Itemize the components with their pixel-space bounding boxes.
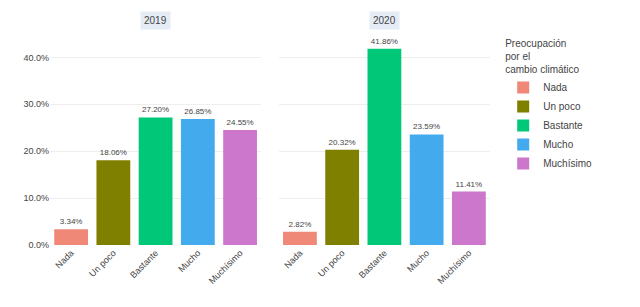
svg-text:24.55%: 24.55%	[227, 118, 254, 127]
svg-text:Mucho: Mucho	[543, 139, 573, 150]
svg-text:Un poco: Un poco	[316, 248, 347, 279]
svg-text:Nada: Nada	[543, 82, 567, 93]
svg-text:Nada: Nada	[53, 248, 75, 270]
svg-text:2020: 2020	[373, 15, 396, 26]
svg-text:20.32%: 20.32%	[329, 138, 356, 147]
svg-text:0.0%: 0.0%	[28, 240, 49, 250]
svg-text:2019: 2019	[144, 15, 167, 26]
svg-text:18.06%: 18.06%	[100, 148, 127, 157]
svg-text:Preocupaciónpor elcambio climá: Preocupaciónpor elcambio climático	[505, 38, 579, 75]
svg-text:10.0%: 10.0%	[23, 193, 49, 203]
svg-text:Muchísimo: Muchísimo	[436, 248, 474, 286]
svg-text:3.34%: 3.34%	[60, 217, 83, 226]
svg-text:Nada: Nada	[282, 248, 304, 270]
svg-text:20.0%: 20.0%	[23, 146, 49, 156]
svg-text:23.59%: 23.59%	[413, 122, 440, 131]
svg-text:Mucho: Mucho	[405, 248, 431, 274]
svg-text:Bastante: Bastante	[128, 248, 160, 280]
svg-text:Muchísimo: Muchísimo	[543, 158, 592, 169]
svg-text:41.86%: 41.86%	[371, 37, 398, 46]
svg-text:Bastante: Bastante	[543, 120, 583, 131]
svg-text:Muchísimo: Muchísimo	[207, 248, 245, 286]
svg-text:11.41%: 11.41%	[456, 180, 483, 189]
svg-text:40.0%: 40.0%	[23, 53, 49, 63]
svg-text:26.85%: 26.85%	[184, 107, 211, 116]
svg-text:27.20%: 27.20%	[142, 105, 169, 114]
svg-text:2.82%: 2.82%	[289, 220, 312, 229]
svg-text:Un poco: Un poco	[543, 101, 581, 112]
svg-text:Un poco: Un poco	[87, 248, 118, 279]
svg-text:30.0%: 30.0%	[23, 99, 49, 109]
svg-text:Bastante: Bastante	[357, 248, 389, 280]
svg-text:Mucho: Mucho	[176, 248, 202, 274]
